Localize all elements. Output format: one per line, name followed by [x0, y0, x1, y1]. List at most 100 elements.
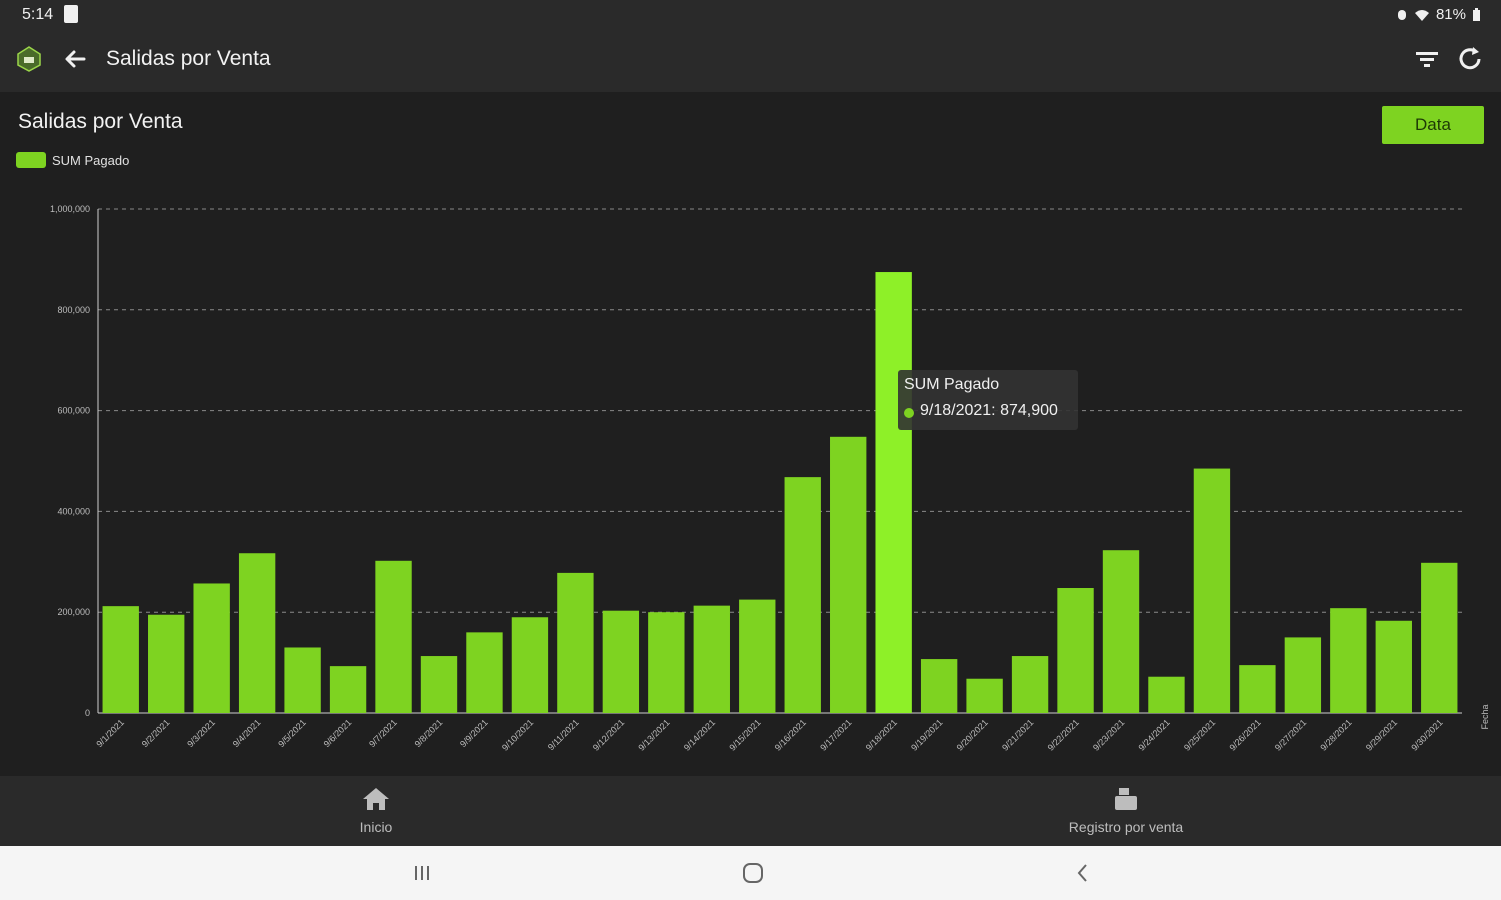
battery-percent: 81% [1435, 6, 1466, 23]
bar [1239, 665, 1276, 713]
x-tick-label: 9/18/2021 [864, 717, 899, 752]
bar [1421, 562, 1458, 713]
x-tick-label: 9/26/2021 [1227, 717, 1262, 752]
bar [1330, 608, 1367, 713]
sd-card-icon [64, 5, 78, 23]
bar [1193, 468, 1231, 713]
y-tick-label: 200,000 [57, 607, 90, 617]
x-tick-label: 9/21/2021 [1000, 717, 1035, 752]
bar [1102, 550, 1140, 713]
y-tick-label: 1,000,000 [50, 204, 90, 214]
y-tick-label: 0 [85, 708, 90, 718]
bar [1375, 620, 1412, 713]
register-icon [1115, 788, 1137, 810]
x-tick-label: 9/27/2021 [1273, 717, 1308, 752]
bar [1148, 676, 1185, 713]
nav-label-inicio: Inicio [359, 819, 393, 835]
x-tick-label: 9/17/2021 [818, 717, 853, 752]
x-tick-label: 9/14/2021 [682, 717, 717, 752]
home-button-icon[interactable] [733, 856, 773, 890]
x-tick-label: 9/1/2021 [94, 717, 126, 749]
x-tick-label: 9/3/2021 [185, 717, 217, 749]
x-tick-label: 9/16/2021 [773, 717, 808, 752]
tooltip-value: 9/18/2021: 874,900 [920, 402, 1058, 419]
refresh-icon[interactable] [1455, 44, 1485, 74]
y-tick-label: 400,000 [57, 506, 90, 516]
status-bar: 5:14 81% [0, 0, 1501, 30]
x-tick-label: 9/4/2021 [231, 717, 263, 749]
page-title: Salidas por Venta [106, 47, 271, 70]
x-tick-label: 9/23/2021 [1091, 717, 1126, 752]
bar [966, 678, 1003, 713]
legend-swatch [16, 152, 46, 168]
battery-icon [1473, 7, 1480, 21]
x-tick-label: 9/30/2021 [1409, 717, 1444, 752]
bar [238, 553, 276, 713]
bar [1057, 588, 1094, 713]
bar [830, 436, 867, 713]
nav-label-registro: Registro por venta [1068, 819, 1184, 835]
bar [557, 572, 594, 713]
bar [375, 560, 412, 713]
x-tick-label: 9/28/2021 [1318, 717, 1353, 752]
x-tick-label: 9/12/2021 [591, 717, 626, 752]
chart-title: Salidas por Venta [18, 110, 183, 133]
back-button-icon[interactable] [1063, 856, 1103, 890]
alarm-icon [1397, 9, 1406, 20]
system-navigation-bar [0, 846, 1501, 900]
filter-icon[interactable] [1413, 46, 1441, 74]
bar [420, 656, 458, 713]
bar [329, 666, 367, 713]
x-tick-label: 9/10/2021 [500, 717, 535, 752]
bar [602, 610, 640, 713]
bar [148, 614, 185, 713]
chart-tooltip: SUM Pagado 9/18/2021: 874,900 [898, 370, 1078, 430]
tooltip-series: SUM Pagado [904, 376, 1000, 393]
data-button[interactable]: Data [1382, 106, 1484, 144]
nav-item-inicio[interactable]: Inicio [336, 786, 416, 835]
x-tick-label: 9/11/2021 [546, 717, 581, 752]
bar [648, 612, 685, 713]
x-tick-label: 9/7/2021 [367, 717, 399, 749]
bar [784, 477, 821, 713]
back-arrow-icon[interactable] [60, 44, 90, 74]
x-tick-label: 9/8/2021 [413, 717, 445, 749]
bar [193, 583, 230, 713]
bar [920, 659, 958, 713]
x-tick-label: 9/5/2021 [276, 717, 308, 749]
wifi-icon [1414, 9, 1429, 21]
bar [284, 647, 321, 713]
y-tick-label: 600,000 [57, 406, 90, 416]
x-tick-label: 9/29/2021 [1364, 717, 1399, 752]
nav-item-registro[interactable]: Registro por venta [1056, 786, 1196, 835]
bar [739, 599, 776, 713]
chart-legend[interactable]: SUM Pagado [16, 152, 129, 168]
chart-card: 0 200,000 400,000 600,000 800,000 1,000,000 9/… [0, 92, 1501, 776]
tooltip-marker [904, 408, 914, 418]
bottom-navigation: Inicio Registro por venta [0, 776, 1501, 846]
legend-label: SUM Pagado [52, 152, 130, 168]
x-tick-label: 9/25/2021 [1182, 717, 1217, 752]
bar [1011, 656, 1049, 713]
bar [102, 606, 139, 713]
x-tick-label: 9/13/2021 [636, 717, 671, 752]
app-bar: Salidas por Venta [0, 30, 1501, 92]
bar-chart: 0 200,000 400,000 600,000 800,000 1,000,000 9/… [50, 204, 1490, 753]
x-tick-label: 9/15/2021 [727, 717, 762, 752]
status-time: 5:14 [22, 6, 54, 23]
recent-apps-icon[interactable] [402, 856, 442, 890]
x-tick-label: 9/22/2021 [1046, 717, 1081, 752]
bar [511, 617, 549, 713]
bar [1284, 637, 1322, 713]
home-icon [363, 788, 389, 810]
bar [875, 272, 912, 713]
x-tick-label: 9/24/2021 [1136, 717, 1171, 752]
x-tick-label: 9/6/2021 [322, 717, 354, 749]
y-tick-label: 800,000 [57, 305, 90, 315]
bar [693, 605, 730, 713]
x-tick-label: 9/20/2021 [955, 717, 990, 752]
app-logo-icon [17, 46, 41, 72]
x-axis-title: Fecha [1480, 704, 1490, 729]
bar [466, 632, 503, 713]
status-icons: 81% [1396, 6, 1481, 23]
